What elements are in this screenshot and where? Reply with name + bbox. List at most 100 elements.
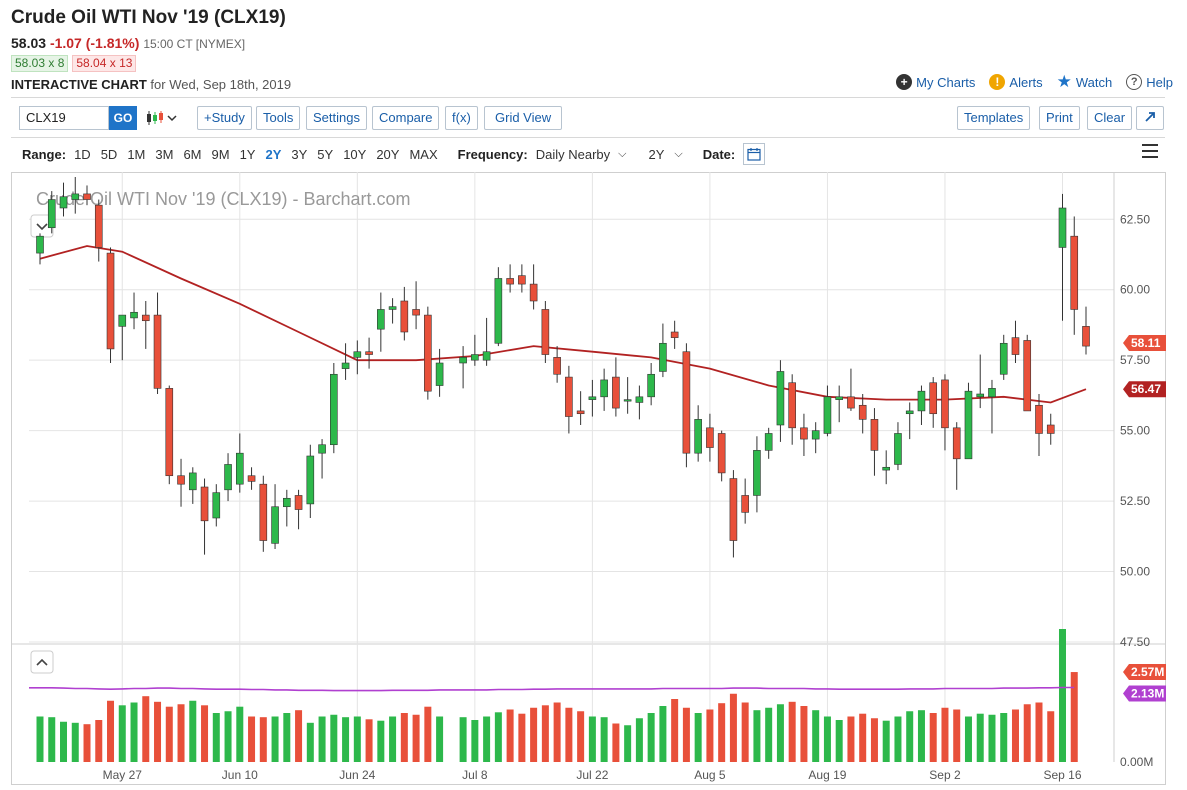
candle-body — [647, 373, 655, 398]
price-tag-label: 2.57M — [1131, 665, 1164, 679]
menu-icon[interactable] — [1142, 144, 1158, 158]
volume-bar — [212, 713, 220, 762]
volume-bar — [459, 717, 467, 762]
compare-button[interactable]: Compare — [372, 106, 440, 130]
x-tick-label: Jul 22 — [576, 768, 608, 782]
expand-button[interactable] — [1136, 106, 1164, 130]
candle-body — [764, 433, 773, 451]
chevron-down-icon: ⌵ — [618, 147, 627, 160]
candle-body — [682, 351, 691, 454]
candle-body — [412, 309, 420, 316]
grid-view-button[interactable]: Grid View — [484, 106, 563, 130]
chart-type-selector[interactable] — [145, 110, 179, 126]
candle-body — [929, 382, 938, 415]
price-axis: 62.50 60.00 57.50 55.00 52.50 50.00 47.50 0.00M — [1120, 212, 1153, 769]
candle-body — [1011, 337, 1020, 355]
symbol-input[interactable]: CLX19 — [19, 106, 109, 130]
y-tick-label: 55.00 — [1120, 424, 1150, 438]
candle-body — [600, 379, 608, 398]
range-option-5y[interactable]: 5Y — [317, 146, 334, 162]
candle-body — [811, 430, 820, 440]
range-option-1d[interactable]: 1D — [74, 146, 91, 162]
alerts-link[interactable]: ! Alerts — [989, 74, 1043, 90]
volume-bar — [165, 706, 173, 762]
volume-bar — [318, 716, 326, 762]
chart-date: for Wed, Sep 18th, 2019 — [150, 77, 292, 92]
chart-title: Crude Oil WTI Nov '19 (CLX19) - Barchart… — [36, 189, 411, 209]
my-charts-link[interactable]: + My Charts — [896, 74, 975, 90]
volume-bar — [823, 716, 831, 762]
date-picker-button[interactable] — [743, 143, 766, 165]
volume-bar — [271, 716, 279, 762]
volume-bars — [36, 629, 1078, 762]
settings-button[interactable]: Settings — [306, 106, 367, 130]
price-tag-label: 58.11 — [1131, 336, 1161, 350]
range-option-3m[interactable]: 3M — [155, 146, 174, 162]
tools-button[interactable]: Tools — [256, 106, 301, 130]
volume-bar — [577, 711, 585, 762]
volume-bar — [600, 717, 608, 762]
range-option-2y[interactable]: 2Y — [265, 146, 282, 162]
grid — [11, 172, 1166, 762]
volume-bar — [635, 718, 643, 762]
volume-bar — [917, 710, 925, 762]
range-option-9m[interactable]: 9M — [211, 146, 230, 162]
clear-button[interactable]: Clear — [1087, 106, 1133, 130]
range-option-3y[interactable]: 3Y — [291, 146, 308, 162]
candle-body — [964, 390, 973, 460]
y-tick-label: 50.00 — [1120, 565, 1150, 579]
volume-bar — [800, 706, 808, 762]
frequency-select[interactable]: Daily Nearby ⌵ — [536, 147, 627, 162]
candle-body — [459, 357, 467, 364]
range-option-10y[interactable]: 10Y — [343, 146, 367, 162]
period-select[interactable]: 2Y ⌵ — [648, 147, 682, 162]
range-option-20y[interactable]: 20Y — [376, 146, 400, 162]
frequency-label: Frequency: — [457, 146, 528, 162]
chart-panel: Crude Oil WTI Nov '19 (CLX19) - Barchart… — [11, 172, 1169, 785]
volume-bar — [1011, 709, 1019, 762]
range-option-max[interactable]: MAX — [409, 146, 438, 162]
volume-bar — [412, 714, 420, 762]
range-option-1y[interactable]: 1Y — [239, 146, 256, 162]
chart-heading-label: INTERACTIVE CHART — [11, 77, 147, 92]
function-button[interactable]: f(x) — [445, 106, 478, 130]
volume-bar — [377, 720, 385, 762]
candle-body — [247, 475, 256, 482]
go-button[interactable]: GO — [109, 106, 137, 130]
candle-body — [353, 351, 362, 358]
star-icon: ★ — [1056, 72, 1072, 91]
range-bar: Range: 1D 5D 1M 3M 6M 9M 1Y 2Y 3Y 5Y 10Y 20Y MAX Fre… — [22, 143, 766, 165]
range-option-5d[interactable]: 5D — [100, 146, 118, 162]
volume-bar — [36, 716, 44, 762]
range-option-6m[interactable]: 6M — [183, 146, 202, 162]
candle-body — [988, 388, 996, 398]
volume-bar — [130, 702, 138, 762]
last-price: 58.03 — [11, 35, 47, 51]
collapse-volume-button[interactable] — [30, 650, 54, 674]
candle-body — [1023, 340, 1032, 412]
x-tick-label: Jun 10 — [222, 768, 258, 782]
bid-badge: 58.03 x 8 — [11, 55, 69, 72]
price-tag: 56.47 — [1123, 381, 1169, 398]
candle-body — [588, 396, 597, 400]
watch-link[interactable]: ★ Watch — [1056, 72, 1113, 91]
candle-body — [847, 396, 855, 409]
volume-bar — [753, 710, 761, 762]
candle-body — [400, 300, 409, 333]
candle-body — [365, 351, 373, 355]
candle-body — [823, 396, 832, 434]
candle-body — [800, 427, 808, 440]
range-option-1m[interactable]: 1M — [127, 146, 146, 162]
candle-body — [529, 283, 538, 302]
volume-moving-average — [29, 686, 1075, 692]
study-button[interactable]: +Study — [197, 106, 252, 130]
print-button[interactable]: Print — [1039, 106, 1080, 130]
volume-bar — [541, 705, 549, 762]
templates-button[interactable]: Templates — [957, 106, 1031, 130]
candle-body — [130, 311, 138, 319]
candle-body — [259, 483, 268, 541]
volume-bar — [1070, 672, 1078, 762]
help-link[interactable]: ? Help — [1126, 74, 1173, 90]
volume-bar — [729, 693, 737, 762]
candle-body — [471, 354, 479, 361]
